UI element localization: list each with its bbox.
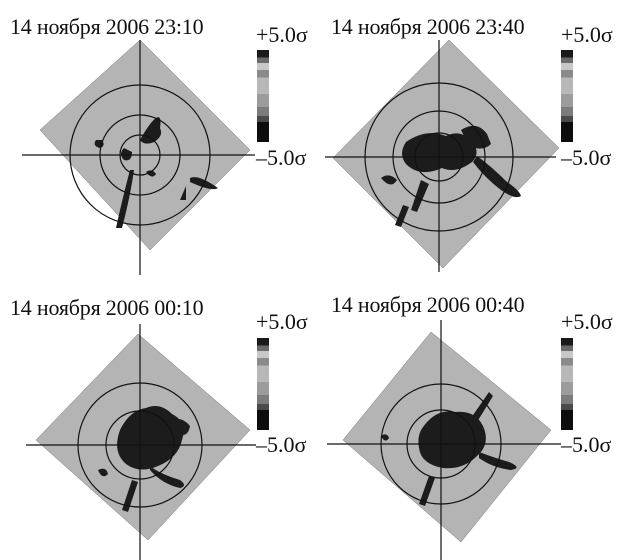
- colorbar: [257, 50, 269, 142]
- colorbar-min-label: –5.0σ: [256, 145, 307, 170]
- colorbar-min-label: –5.0σ: [256, 432, 307, 457]
- crosshair: [327, 320, 561, 560]
- map-panel-3: 14 ноября 2006 00:10 +5.0σ –5.0σ: [0, 280, 311, 560]
- crosshair: [325, 40, 556, 272]
- colorbar: [257, 338, 269, 430]
- colorbar-max-label: +5.0σ: [256, 309, 308, 334]
- panel-title: 14 ноября 2006 23:40: [331, 14, 525, 39]
- anomaly-map-3: [26, 324, 256, 560]
- colorbar: [561, 50, 573, 142]
- colorbar-min-label: –5.0σ: [561, 145, 612, 170]
- colorbar-max-label: +5.0σ: [561, 22, 613, 47]
- anomaly-map-1: [22, 39, 255, 275]
- anomaly-blobs: [94, 117, 218, 228]
- anomaly-blobs: [98, 406, 190, 512]
- anomaly-map-4: [327, 320, 561, 560]
- panel-title: 14 ноября 2006 00:10: [10, 295, 204, 320]
- crosshair: [26, 324, 256, 560]
- panel-title: 14 ноября 2006 23:10: [10, 14, 204, 39]
- panel-title: 14 ноября 2006 00:40: [331, 292, 525, 317]
- crosshair: [22, 40, 255, 275]
- map-panel-4: 14 ноября 2006 00:40 +5.0σ –5.0σ: [311, 280, 622, 560]
- colorbar-min-label: –5.0σ: [561, 432, 612, 457]
- map-square: [39, 39, 251, 251]
- colorbar-max-label: +5.0σ: [561, 309, 613, 334]
- map-panel-1: 14 ноября 2006 23:10 +5.0σ –5.0σ: [0, 0, 311, 280]
- anomaly-map-2: [325, 39, 560, 272]
- colorbar: [561, 338, 573, 430]
- map-panel-2: 14 ноября 2006 23:40 +5.0σ –5.0σ: [311, 0, 622, 280]
- colorbar-max-label: +5.0σ: [256, 22, 308, 47]
